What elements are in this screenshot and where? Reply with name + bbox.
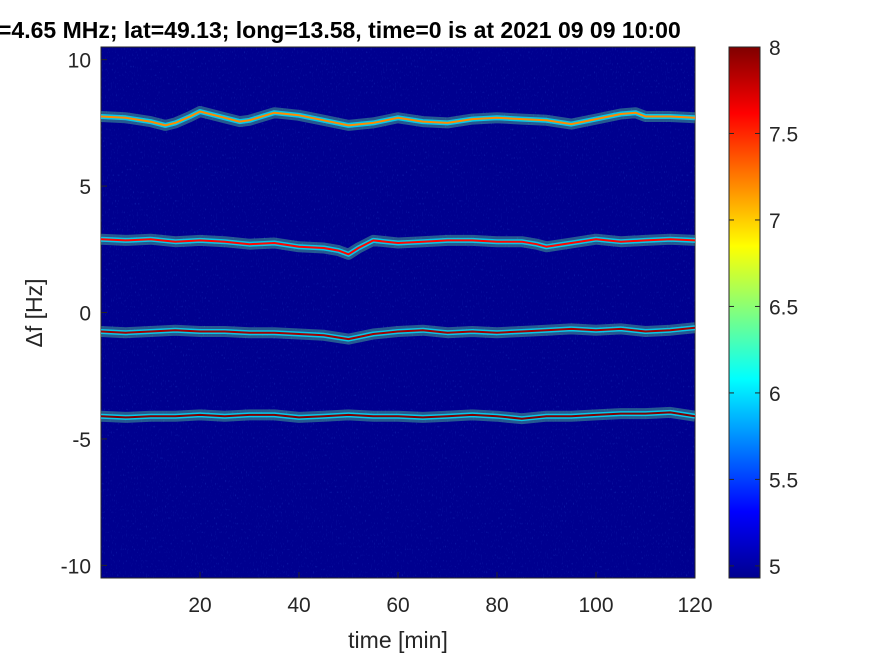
background-noise	[101, 47, 695, 578]
chart-title: =4.65 MHz; lat=49.13; long=13.58, time=0…	[0, 17, 681, 43]
y-tick-label: 10	[68, 50, 91, 73]
colorbar-tick-label: 7.5	[769, 123, 798, 146]
colorbar-tick-label: 5.5	[769, 469, 798, 492]
y-tick-label: 0	[79, 303, 91, 326]
y-tick-label: 5	[79, 176, 91, 199]
x-tick-label: 120	[677, 594, 712, 617]
y-tick-label: -5	[72, 429, 91, 452]
y-axis-label: Δf [Hz]	[21, 278, 47, 347]
x-tick-label: 100	[578, 594, 613, 617]
colorbar-tick-label: 7	[769, 210, 781, 233]
x-tick-label: 20	[188, 594, 211, 617]
x-tick-label: 80	[485, 594, 508, 617]
x-tick-label: 40	[287, 594, 310, 617]
x-axis-label: time [min]	[348, 627, 448, 653]
trace-line-2	[101, 238, 695, 256]
colorbar	[728, 46, 761, 579]
colorbar-tick-group: 5 5.5 6 6.5 7 7.5 8	[729, 37, 798, 579]
trace-line-4	[101, 411, 695, 420]
x-tick-label: 60	[386, 594, 409, 617]
trace-group	[101, 106, 695, 425]
trace-line-3	[101, 326, 695, 341]
trace-line-1	[101, 110, 695, 127]
colorbar-tick-label: 6	[769, 383, 781, 406]
x-tick-group: 20 40 60 80 100 120	[188, 572, 713, 617]
colorbar-tick-label: 8	[769, 37, 781, 60]
y-tick-group: 10 5 0 -5 -10	[61, 50, 107, 578]
colorbar-tick-label: 6.5	[769, 296, 798, 319]
y-tick-label: -10	[61, 555, 91, 578]
colorbar-tick-label: 5	[769, 556, 781, 579]
